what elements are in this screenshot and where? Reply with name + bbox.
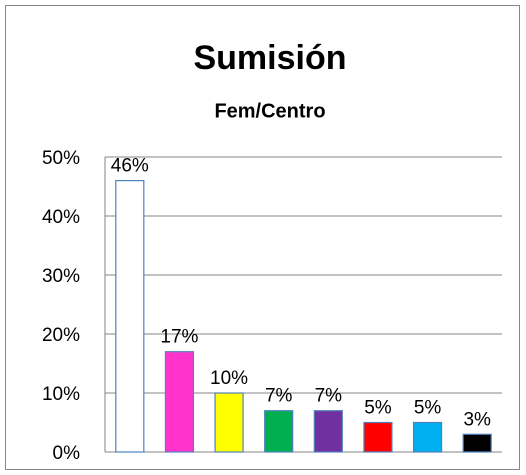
- value-label: 5%: [364, 398, 392, 419]
- y-tick-label: 40%: [42, 207, 80, 228]
- bar: [462, 433, 492, 453]
- y-tick-label: 20%: [42, 325, 80, 346]
- value-label: 5%: [414, 398, 442, 419]
- y-tick-label: 10%: [42, 384, 80, 405]
- chart-subtitle: Fem/Centro: [214, 100, 325, 122]
- bar: [412, 421, 443, 453]
- value-label: 17%: [160, 327, 198, 348]
- value-label: 7%: [265, 386, 293, 407]
- value-label: 10%: [210, 368, 248, 389]
- bar: [264, 410, 294, 453]
- bar: [313, 410, 343, 453]
- y-tick-label: 30%: [42, 266, 80, 287]
- bar: [115, 180, 145, 453]
- chart-title: Sumisión: [193, 39, 346, 77]
- y-tick-label: 50%: [42, 148, 80, 169]
- value-label: 3%: [463, 409, 491, 430]
- bar: [214, 392, 244, 453]
- value-label: 7%: [315, 386, 343, 407]
- y-tick-label: 0%: [53, 443, 81, 464]
- bar: [363, 421, 393, 453]
- bar: [164, 351, 195, 453]
- chart-border: [5, 5, 520, 470]
- value-label: 46%: [111, 156, 149, 177]
